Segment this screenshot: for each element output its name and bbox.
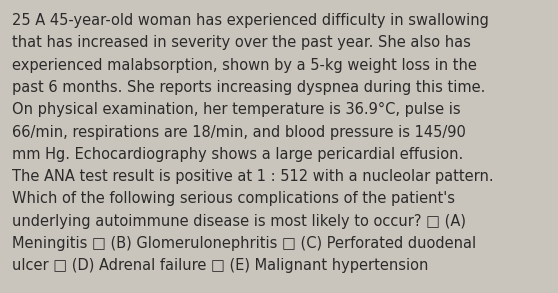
- Text: mm Hg. Echocardiography shows a large pericardial effusion.: mm Hg. Echocardiography shows a large pe…: [12, 147, 464, 162]
- Text: On physical examination, her temperature is 36.9°C, pulse is: On physical examination, her temperature…: [12, 102, 461, 117]
- Text: Which of the following serious complications of the patient's: Which of the following serious complicat…: [12, 191, 455, 206]
- Text: underlying autoimmune disease is most likely to occur? □ (A): underlying autoimmune disease is most li…: [12, 214, 466, 229]
- Text: 25 A 45-year-old woman has experienced difficulty in swallowing: 25 A 45-year-old woman has experienced d…: [12, 13, 489, 28]
- Text: 66/min, respirations are 18/min, and blood pressure is 145/90: 66/min, respirations are 18/min, and blo…: [12, 125, 466, 139]
- Text: that has increased in severity over the past year. She also has: that has increased in severity over the …: [12, 35, 471, 50]
- Text: past 6 months. She reports increasing dyspnea during this time.: past 6 months. She reports increasing dy…: [12, 80, 485, 95]
- Text: ulcer □ (D) Adrenal failure □ (E) Malignant hypertension: ulcer □ (D) Adrenal failure □ (E) Malign…: [12, 258, 429, 273]
- Text: Meningitis □ (B) Glomerulonephritis □ (C) Perforated duodenal: Meningitis □ (B) Glomerulonephritis □ (C…: [12, 236, 477, 251]
- Text: The ANA test result is positive at 1 : 512 with a nucleolar pattern.: The ANA test result is positive at 1 : 5…: [12, 169, 494, 184]
- Text: experienced malabsorption, shown by a 5-kg weight loss in the: experienced malabsorption, shown by a 5-…: [12, 58, 477, 73]
